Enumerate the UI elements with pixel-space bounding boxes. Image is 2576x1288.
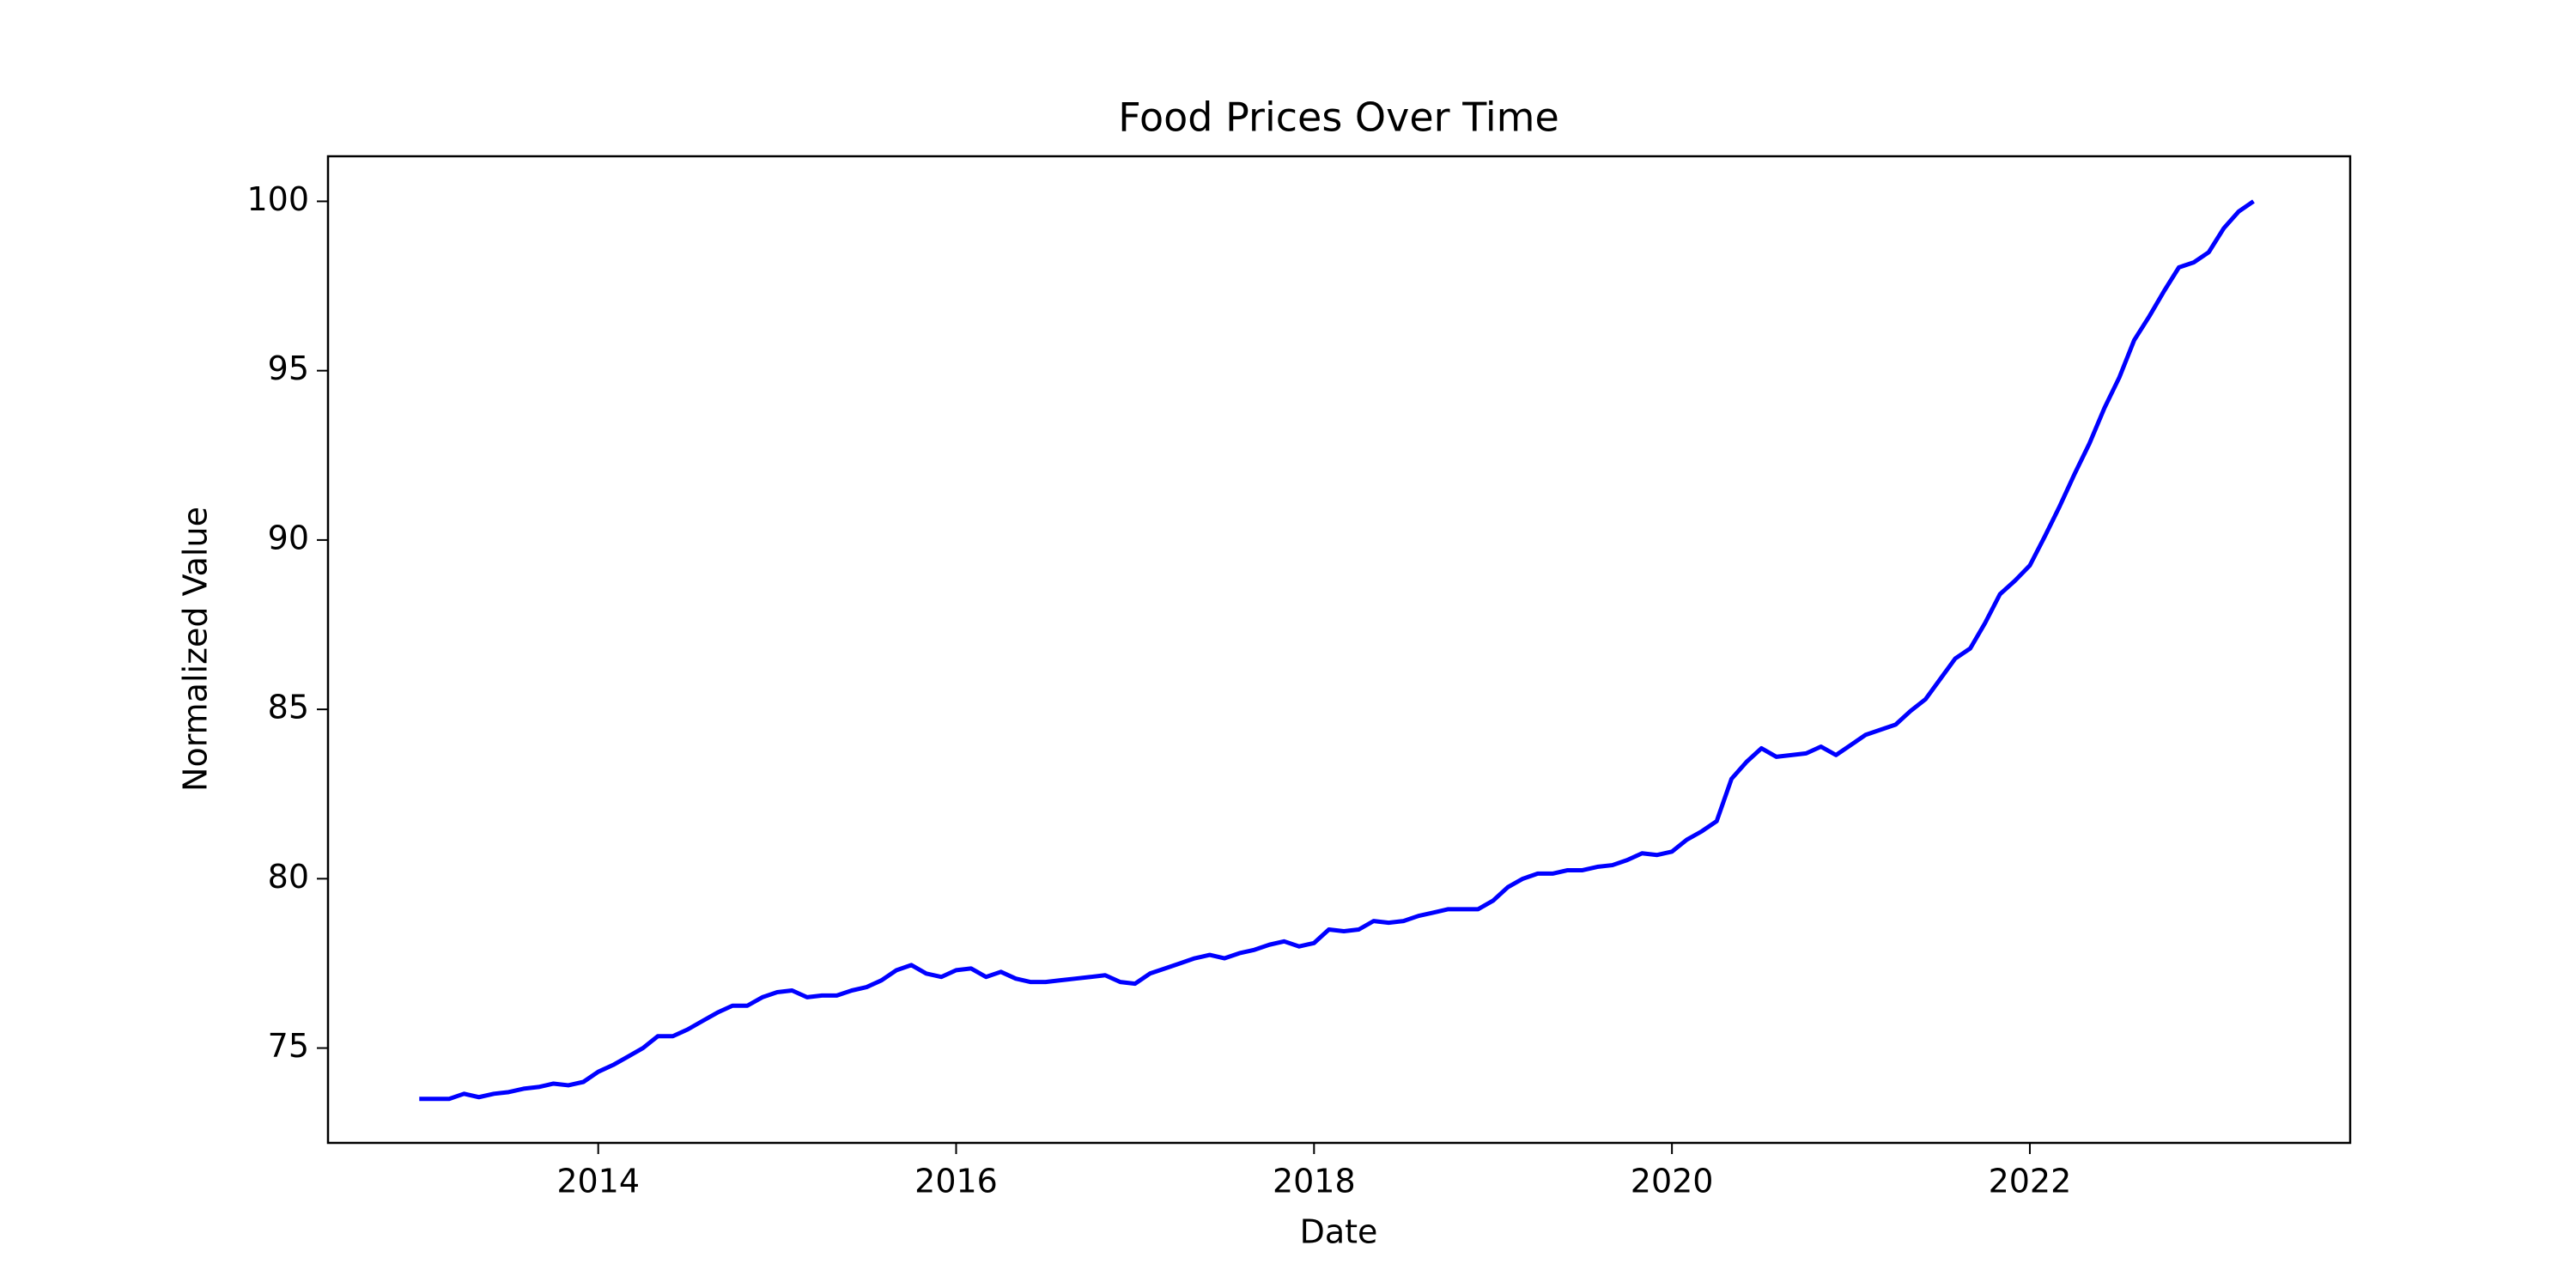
- line: [419, 199, 2255, 1102]
- y-tick-label: 100: [246, 180, 309, 218]
- x-tick-label: 2014: [556, 1163, 640, 1200]
- x-tick-label: 2020: [1631, 1163, 1714, 1200]
- x-axis-label: Date: [1300, 1213, 1378, 1251]
- x-tick-label: 2018: [1273, 1163, 1356, 1200]
- y-tick-label: 80: [268, 858, 309, 896]
- plot-frame: [326, 155, 2352, 1145]
- y-tick-label: 75: [268, 1027, 309, 1065]
- chart-title: Food Prices Over Time: [1118, 94, 1559, 141]
- y-tick-label: 90: [268, 519, 309, 556]
- y-tick-label: 85: [268, 689, 309, 726]
- x-tick-label: 2016: [914, 1163, 998, 1200]
- x-tick-label: 2022: [1989, 1163, 2072, 1200]
- y-tick-label: 95: [268, 349, 309, 387]
- y-axis-label: Normalized Value: [177, 507, 215, 792]
